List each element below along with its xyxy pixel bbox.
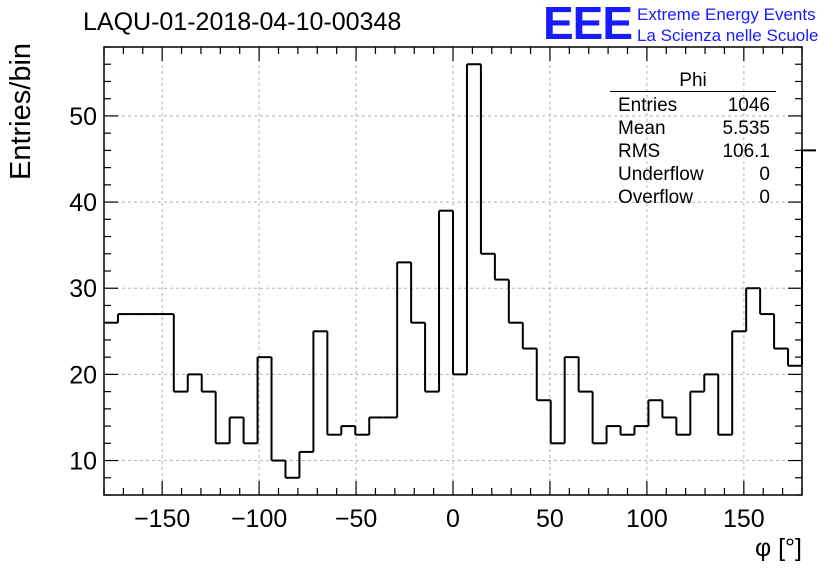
axis-ticks	[103, 46, 803, 496]
x-tick-label: −100	[231, 505, 287, 533]
y-tick-label: 20	[69, 361, 97, 389]
histogram-bars	[104, 63, 816, 479]
eee-logo-line-2: La Scienza nelle Scuole	[637, 26, 819, 45]
stats-row-value: 0	[759, 187, 770, 208]
stats-box-name: Phi	[679, 70, 707, 91]
chart-title: LAQU-01-2018-04-10-00348	[83, 8, 402, 36]
y-axis-label: Entries/bin	[5, 42, 37, 180]
stats-row: RMS 106.1	[610, 140, 776, 163]
stats-row-value: 0	[759, 164, 770, 185]
stats-row-value: 106.1	[722, 141, 770, 162]
stats-row-label: Overflow	[618, 187, 693, 208]
stats-row: Underflow 0	[610, 163, 776, 186]
x-tick-label: 100	[626, 505, 668, 533]
stats-row-label: Underflow	[618, 164, 704, 185]
y-tick-label: 50	[69, 103, 97, 131]
stats-row: Mean 5.535	[610, 117, 776, 140]
stats-row-label: RMS	[618, 141, 661, 162]
eee-logo: EEE	[543, 0, 633, 49]
x-axis-label: φ [°]	[754, 534, 802, 562]
eee-logo-line-1: Extreme Energy Events	[637, 5, 816, 24]
stats-box: Phi Entries 1046 Mean 5.535 RMS 106.1 Un…	[610, 70, 776, 209]
y-tick-label: 40	[69, 189, 97, 217]
stats-row: Entries 1046	[610, 94, 776, 117]
stats-row-label: Entries	[618, 95, 678, 116]
stats-row-label: Mean	[618, 118, 666, 139]
x-tick-label: −50	[335, 505, 377, 533]
x-tick-label: 0	[446, 505, 460, 533]
y-tick-label: 10	[69, 448, 97, 476]
x-tick-label: 150	[723, 505, 765, 533]
stats-row: Overflow 0	[610, 186, 776, 209]
y-tick-label: 30	[69, 275, 97, 303]
stats-row-value: 5.535	[722, 118, 770, 139]
axis-tick-labels: −150 −100 −50 0 50 100 150 10 20 30 40 50	[69, 103, 765, 533]
stats-box-divider	[610, 91, 776, 92]
stats-row-value: 1046	[727, 95, 770, 116]
x-tick-label: 50	[536, 505, 564, 533]
x-tick-label: −150	[134, 505, 190, 533]
